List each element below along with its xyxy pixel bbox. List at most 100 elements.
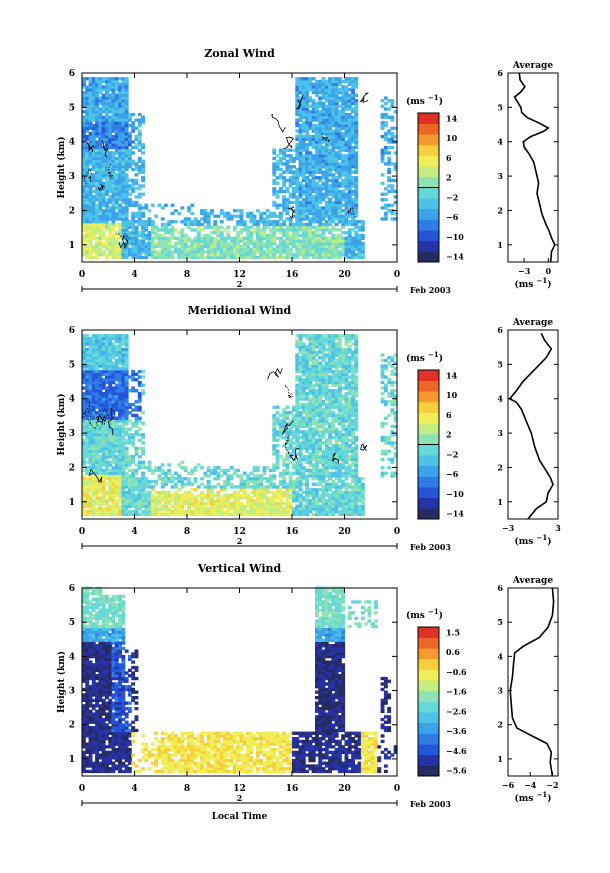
heatmap-cell <box>301 214 306 218</box>
heatmap-cell <box>206 479 211 484</box>
heatmap-cell <box>82 154 86 158</box>
heatmap-cell <box>105 490 109 495</box>
heatmap-cell <box>275 189 280 194</box>
heatmap-cell <box>275 225 280 229</box>
heatmap-cell <box>111 184 116 188</box>
heatmap-cell <box>347 101 352 106</box>
colorbar-segment <box>418 144 439 156</box>
heatmap-cell <box>324 79 329 84</box>
heatmap-cell <box>252 474 257 478</box>
heatmap-cell <box>387 189 392 194</box>
heatmap-cell <box>341 214 346 218</box>
heatmap-cell <box>147 512 152 517</box>
heatmap-cell <box>347 159 352 163</box>
heatmap-cell <box>88 77 93 81</box>
heatmap-cell <box>190 255 195 260</box>
heatmap-cell <box>308 110 313 114</box>
heatmap-cell <box>108 200 113 205</box>
heatmap-cell <box>98 159 103 163</box>
heatmap-cell <box>305 178 309 183</box>
heatmap-cell <box>137 156 142 161</box>
heatmap-cell <box>98 228 103 232</box>
heatmap-cell <box>144 242 149 246</box>
heatmap-cell <box>150 250 155 254</box>
heatmap-cell <box>295 200 300 205</box>
heatmap-cell <box>124 510 129 514</box>
heatmap-cell <box>285 242 290 246</box>
heatmap-cell <box>269 504 273 508</box>
heatmap-cell <box>347 126 352 130</box>
heatmap-cell <box>206 253 211 257</box>
heatmap-cell <box>210 209 214 213</box>
heatmap-cell <box>105 217 109 221</box>
heatmap-cell <box>91 77 96 81</box>
heatmap-cell <box>328 247 332 251</box>
heatmap-cell <box>118 225 122 229</box>
heatmap-cell <box>88 507 93 511</box>
heatmap-cell <box>91 408 96 412</box>
heatmap-cell <box>164 471 168 475</box>
heatmap-cell <box>337 209 342 213</box>
profile-line <box>513 72 556 263</box>
heatmap-cell <box>282 228 287 232</box>
heatmap-cell <box>210 490 214 495</box>
heatmap-cell <box>265 466 270 470</box>
heatmap-cell <box>387 145 392 150</box>
heatmap-cell <box>318 115 323 119</box>
heatmap-cell <box>351 181 355 185</box>
heatmap-cell <box>114 391 119 396</box>
heatmap-cell <box>108 104 113 108</box>
heatmap-cell <box>95 255 99 260</box>
heatmap-cell <box>177 231 182 235</box>
heatmap-cell <box>95 419 99 423</box>
heatmap-cell <box>259 214 264 218</box>
heatmap-cell <box>85 107 90 111</box>
heatmap-cell <box>111 485 116 489</box>
heatmap-cell <box>262 501 267 506</box>
heatmap-cell <box>360 233 365 238</box>
heatmap-cell <box>337 167 342 172</box>
heatmap-cell <box>111 512 116 517</box>
heatmap-cell <box>170 485 175 489</box>
heatmap-cell <box>232 236 237 240</box>
heatmap-cell <box>285 203 290 207</box>
heatmap-cell <box>337 134 342 139</box>
heatmap-cell <box>305 211 309 216</box>
heatmap-cell <box>301 134 306 139</box>
heatmap-cell <box>216 510 221 514</box>
heatmap-cell <box>337 165 342 169</box>
heatmap-cell <box>147 510 152 514</box>
heatmap-cell <box>324 154 329 158</box>
heatmap-cell <box>259 244 264 249</box>
heatmap-cell <box>95 449 99 453</box>
heatmap-cell <box>154 479 159 484</box>
heatmap-cell <box>354 79 359 84</box>
heatmap-cell <box>82 411 86 415</box>
heatmap-cell <box>108 151 113 155</box>
heatmap-cell <box>88 375 93 379</box>
heatmap-cell <box>114 110 119 114</box>
heatmap-cell <box>124 126 129 130</box>
heatmap-cell <box>134 479 139 484</box>
heatmap-cell <box>144 253 149 257</box>
heatmap-cell <box>134 468 139 473</box>
heatmap-cell <box>337 112 342 117</box>
heatmap-cell <box>351 110 355 114</box>
heatmap-cell <box>305 200 309 205</box>
heatmap-cell <box>324 82 329 86</box>
heatmap-cell <box>88 474 93 478</box>
heatmap-cell <box>121 504 126 508</box>
heatmap-cell <box>295 253 300 257</box>
heatmap-cell <box>272 512 277 517</box>
heatmap-cell <box>167 222 172 227</box>
heatmap-cell <box>200 490 204 495</box>
heatmap-cell <box>105 93 109 97</box>
heatmap-cell <box>173 244 178 249</box>
heatmap-cell <box>160 496 165 500</box>
heatmap-cell <box>105 391 109 396</box>
heatmap-cell <box>111 433 116 437</box>
heatmap-cell <box>341 126 346 130</box>
zero-contour <box>86 141 96 152</box>
heatmap-cell <box>183 466 188 470</box>
